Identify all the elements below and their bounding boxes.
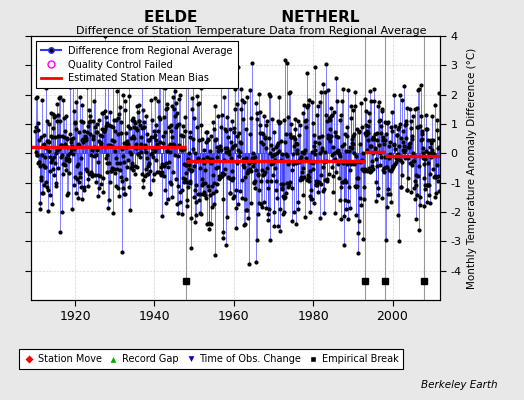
Text: Difference of Station Temperature Data from Regional Average: Difference of Station Temperature Data f… bbox=[77, 26, 427, 36]
Text: EELDE                NETHERL: EELDE NETHERL bbox=[144, 10, 359, 25]
Text: Berkeley Earth: Berkeley Earth bbox=[421, 380, 498, 390]
Y-axis label: Monthly Temperature Anomaly Difference (°C): Monthly Temperature Anomaly Difference (… bbox=[467, 47, 477, 289]
Legend: Station Move, Record Gap, Time of Obs. Change, Empirical Break: Station Move, Record Gap, Time of Obs. C… bbox=[19, 349, 403, 369]
